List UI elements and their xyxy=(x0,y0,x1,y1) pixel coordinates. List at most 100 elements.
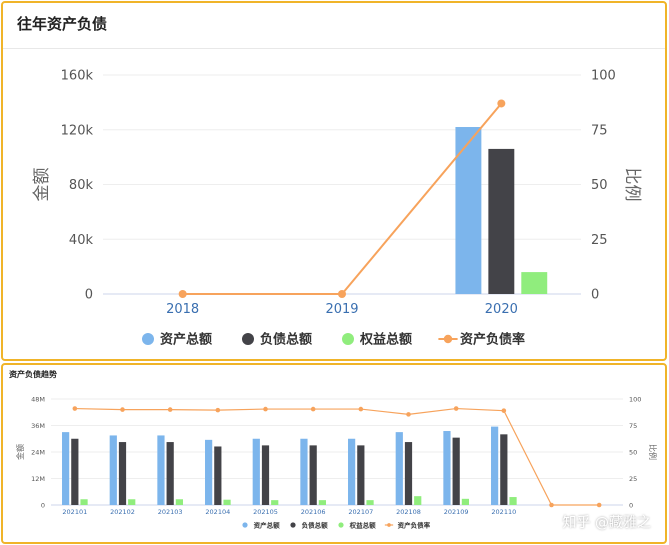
x-tick-label: 202102 xyxy=(110,508,135,516)
legend-label: 资产负债率 xyxy=(398,520,431,529)
bar-权益总额-202104 xyxy=(223,499,231,505)
x-tick-label: 202110 xyxy=(491,508,516,516)
bar-负债总额-202110 xyxy=(500,434,508,505)
bar-资产总额-202106 xyxy=(300,438,308,505)
top-chart-title: 往年资产负债 xyxy=(17,15,108,33)
legend-swatch xyxy=(290,522,296,528)
x-tick-label: 202107 xyxy=(348,508,373,516)
bar-资产总额-202110 xyxy=(491,426,499,505)
bar-权益总额-202106 xyxy=(318,500,326,505)
x-tick-label: 202106 xyxy=(301,508,326,516)
legend-label: 权益总额 xyxy=(349,520,377,529)
x-tick-label: 202104 xyxy=(205,508,230,516)
legend-swatch xyxy=(338,522,344,528)
y-tick-label: 24M xyxy=(31,448,45,456)
point-资产负债率-2019 xyxy=(338,290,346,298)
y2-axis-title: 比例 xyxy=(622,168,642,202)
bar-负债总额-202109 xyxy=(452,437,460,505)
bar-负债总额-202108 xyxy=(404,442,413,505)
y-tick-label: 12M xyxy=(31,475,45,483)
top-title-divider xyxy=(3,48,665,49)
point-资产负债率-202101 xyxy=(72,406,78,411)
x-tick-label: 202108 xyxy=(396,508,421,516)
point-资产负债率-202111 xyxy=(549,502,554,508)
x-tick-label: 202109 xyxy=(444,508,469,516)
bar-资产总额-202109 xyxy=(443,431,451,505)
y-tick-label: 40k xyxy=(69,233,94,248)
y-tick-label: 120k xyxy=(61,123,94,138)
bar-负债总额-202103 xyxy=(166,442,174,505)
y2-tick-label: 25 xyxy=(591,233,608,248)
y2-tick-label: 50 xyxy=(591,178,608,193)
bar-权益总额-202107 xyxy=(366,500,374,505)
bottom-chart-panel: 资产负债趋势 0 12M 24M 36M 48M 0 25 50 75 100 金额 比例 202101… xyxy=(1,363,667,544)
point-资产负债率-202104 xyxy=(215,407,221,413)
y-tick-label: 0 xyxy=(85,288,93,303)
legend-swatch xyxy=(342,333,354,345)
bar-资产总额-202103 xyxy=(157,435,165,505)
y-tick-label: 160k xyxy=(61,69,94,84)
y2-tick-label: 50 xyxy=(629,448,637,456)
y2-tick-label: 100 xyxy=(629,395,641,403)
x-tick-label: 202105 xyxy=(253,508,278,516)
legend-label: 资产总额 xyxy=(160,332,212,348)
legend-swatch xyxy=(242,522,248,528)
x-tick-label: 202103 xyxy=(158,508,183,516)
point-资产负债率-202112 xyxy=(596,502,602,508)
top-chart-panel: 往年资产负债 0 40k 80k 120k 160k 0 25 50 75 100 金额 比例 2018… xyxy=(1,1,667,361)
bar-权益总额-202102 xyxy=(128,499,136,505)
bar-资产总额-2020 xyxy=(455,127,482,294)
bar-资产总额-202105 xyxy=(252,438,260,505)
bar-负债总额-202107 xyxy=(357,445,365,505)
bar-资产总额-202108 xyxy=(395,432,403,505)
bar-权益总额-202105 xyxy=(271,500,279,505)
legend-swatch xyxy=(142,333,154,345)
bar-负债总额-2020 xyxy=(488,148,515,294)
point-资产负债率-202105 xyxy=(263,406,268,412)
y-tick-label: 48M xyxy=(31,395,45,403)
legend-label: 负债总额 xyxy=(302,520,329,529)
legend-label: 权益总额 xyxy=(359,332,412,348)
bar-负债总额-202105 xyxy=(261,445,270,505)
line-资产负债率 xyxy=(74,407,600,506)
legend-line-marker xyxy=(443,334,453,344)
bar-权益总额-2020 xyxy=(521,272,548,294)
point-资产负债率-2018 xyxy=(178,290,187,298)
bar-资产总额-202104 xyxy=(205,439,213,505)
bar-资产总额-202101 xyxy=(62,432,70,505)
y2-tick-label: 75 xyxy=(591,123,608,138)
x-tick-label: 202101 xyxy=(62,508,87,516)
bottom-chart-title: 资产负债趋势 xyxy=(9,370,57,379)
bar-负债总额-202104 xyxy=(214,446,222,505)
bar-负债总额-202106 xyxy=(309,445,317,505)
point-资产负债率-202102 xyxy=(120,407,125,412)
y-tick-label: 0 xyxy=(41,501,45,509)
bar-资产总额-202107 xyxy=(348,438,356,505)
bar-权益总额-202103 xyxy=(175,499,183,505)
y2-axis-title: 比例 xyxy=(648,444,658,460)
point-资产负债率-2020 xyxy=(497,99,506,108)
y2-tick-label: 25 xyxy=(629,475,637,483)
x-tick-label: 2020 xyxy=(485,302,518,317)
bar-权益总额-202108 xyxy=(414,496,422,505)
y-tick-label: 36M xyxy=(31,422,45,430)
bar-负债总额-202102 xyxy=(118,442,127,505)
bar-负债总额-202101 xyxy=(71,438,79,505)
x-tick-label: 2018 xyxy=(166,302,199,317)
y2-tick-label: 75 xyxy=(629,422,637,430)
legend-line-marker xyxy=(387,523,391,527)
y-tick-label: 80k xyxy=(69,178,94,193)
monthly-trend-chart: 0 12M 24M 36M 48M 0 25 50 75 100 金额 比例 202101 202102 2… xyxy=(15,395,658,529)
annual-balance-chart: 0 40k 80k 120k 160k 0 25 50 75 100 金额 比例 2018 2019 202… xyxy=(32,69,642,348)
legend-label: 资产负债率 xyxy=(460,332,525,348)
y-axis-title: 金额 xyxy=(32,168,52,202)
y2-tick-label: 0 xyxy=(591,288,599,303)
bar-权益总额-202110 xyxy=(509,497,517,505)
bar-权益总额-202109 xyxy=(461,498,469,505)
legend-swatch xyxy=(242,333,254,345)
point-资产负债率-202103 xyxy=(167,407,173,412)
y-axis-title: 金额 xyxy=(15,444,25,460)
point-资产负债率-202106 xyxy=(310,406,316,412)
legend-label: 负债总额 xyxy=(260,332,312,348)
y2-tick-label: 100 xyxy=(591,69,616,84)
